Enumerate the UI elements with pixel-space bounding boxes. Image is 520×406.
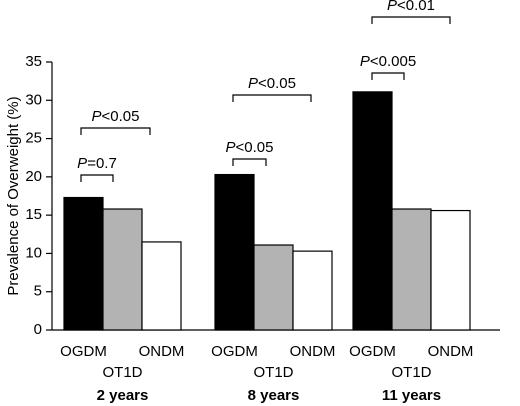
y-tick-label: 0 (34, 321, 42, 338)
bar-label: OT1D (391, 364, 431, 381)
significance-bracket (232, 158, 267, 166)
y-tick-label: 20 (25, 168, 42, 185)
significance-bracket (371, 72, 405, 80)
significance-bracket (232, 94, 312, 102)
y-axis-label: Prevalence of Overweight (%) (5, 96, 22, 295)
y-tick-label: 5 (34, 283, 42, 300)
y-tick-label: 15 (25, 206, 42, 223)
bar-label: OGDM (60, 343, 107, 360)
bar-label: ONDM (139, 343, 185, 360)
p-value-label: P<0.005 (360, 53, 416, 70)
bar-label: OGDM (349, 343, 396, 360)
group-label: 8 years (248, 387, 300, 404)
bar (102, 208, 143, 331)
p-value-label: P<0.01 (387, 0, 435, 14)
p-value-label: P<0.05 (248, 75, 296, 92)
bar-label: OT1D (102, 364, 142, 381)
bar-label: ONDM (290, 343, 336, 360)
p-value-label: P=0.7 (77, 155, 117, 172)
bar (391, 208, 432, 331)
y-tick-label: 30 (25, 91, 42, 108)
y-tick-label: 10 (25, 244, 42, 261)
bar-label: ONDM (428, 343, 474, 360)
y-tick-label: 35 (25, 53, 42, 70)
bar-label: OT1D (253, 364, 293, 381)
group-label: 2 years (97, 387, 149, 404)
bar (141, 241, 182, 331)
bar (352, 91, 393, 331)
p-value-label: P<0.05 (92, 108, 140, 125)
p-value-label: P<0.05 (226, 139, 274, 156)
bar-label: OGDM (211, 343, 258, 360)
bar (430, 209, 471, 331)
significance-bracket (80, 174, 114, 182)
bar (253, 244, 294, 331)
significance-bracket (371, 16, 451, 24)
y-tick-label: 25 (25, 130, 42, 147)
group-label: 11 years (382, 387, 441, 404)
significance-bracket (80, 127, 151, 135)
bar (292, 250, 333, 331)
bar (63, 196, 104, 331)
bar (214, 173, 255, 331)
